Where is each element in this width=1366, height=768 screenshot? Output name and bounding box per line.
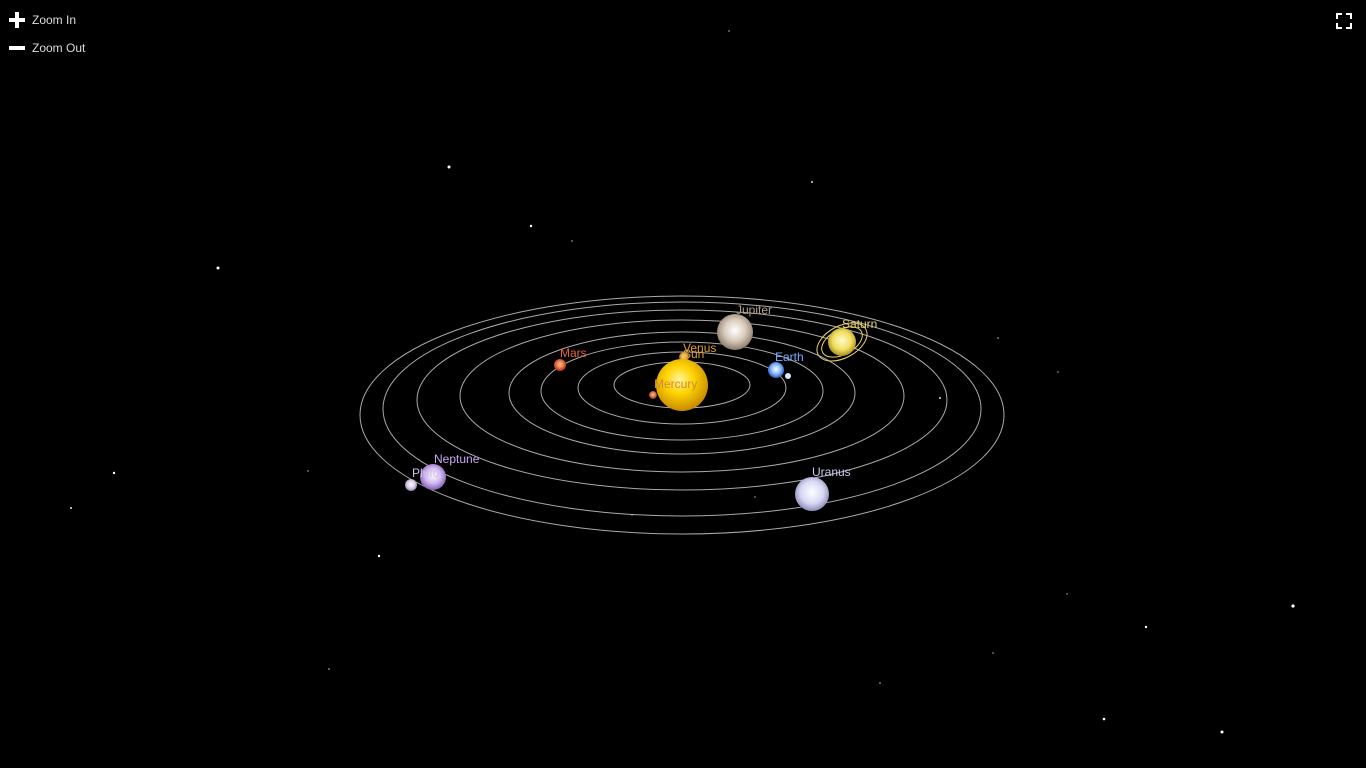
- orbit-earth: [540, 341, 824, 441]
- star: [1102, 717, 1106, 721]
- star: [216, 266, 220, 270]
- planet-sun[interactable]: [656, 359, 708, 411]
- label-mercury: Mercury: [654, 377, 697, 391]
- star: [997, 337, 999, 339]
- label-neptune: Neptune: [434, 452, 480, 466]
- planet-mars[interactable]: [554, 359, 566, 371]
- moon[interactable]: [785, 373, 791, 379]
- zoom-out-label: Zoom Out: [32, 41, 86, 55]
- label-pluto: Pluto: [412, 466, 440, 480]
- star: [1144, 625, 1148, 629]
- star: [939, 397, 941, 399]
- plus-icon: [9, 12, 25, 28]
- star: [529, 224, 533, 228]
- zoom-in-label: Zoom In: [32, 13, 77, 27]
- orbits: [359, 295, 1005, 535]
- star: [328, 668, 330, 670]
- label-mars: Mars: [560, 346, 587, 360]
- star: [447, 165, 451, 169]
- orbit-saturn: [416, 309, 948, 491]
- zoom-in-button[interactable]: Zoom In: [9, 12, 76, 28]
- orbit-venus: [577, 351, 787, 425]
- saturn-ring-outer: [816, 322, 868, 362]
- orbit-jupiter: [459, 319, 905, 473]
- saturn-body: [828, 328, 856, 356]
- fullscreen-button[interactable]: [1336, 13, 1352, 29]
- planet-jupiter[interactable]: [717, 314, 753, 350]
- starfield: [70, 30, 1295, 734]
- planet-saturn[interactable]: [811, 315, 874, 369]
- label-jupiter: Jupiter: [736, 303, 772, 317]
- star: [70, 507, 72, 509]
- orbit-neptune: [359, 295, 1005, 535]
- planet-neptune[interactable]: [420, 464, 446, 490]
- star: [728, 30, 730, 32]
- star: [307, 470, 309, 472]
- orbit-uranus: [382, 301, 982, 517]
- star: [879, 682, 881, 684]
- star: [754, 496, 756, 498]
- star: [112, 471, 116, 475]
- star: [992, 652, 994, 654]
- zoom-out-button[interactable]: Zoom Out: [9, 40, 85, 56]
- label-uranus: Uranus: [812, 465, 851, 479]
- star: [1220, 730, 1224, 734]
- fullscreen-icon: [1336, 13, 1352, 29]
- planet-mercury[interactable]: [649, 391, 657, 399]
- star: [811, 181, 813, 183]
- orbit-mars: [508, 331, 856, 455]
- minus-icon: [9, 40, 25, 56]
- star: [571, 240, 573, 242]
- star: [1066, 593, 1068, 595]
- planet-pluto[interactable]: [405, 479, 417, 491]
- label-sun: Sun: [683, 347, 704, 361]
- planet-earth[interactable]: [768, 362, 784, 378]
- star: [1057, 371, 1059, 373]
- star: [377, 554, 381, 558]
- label-saturn: Saturn: [842, 317, 877, 331]
- label-earth: Earth: [775, 350, 804, 364]
- label-venus: Venus: [683, 341, 716, 355]
- star: [1291, 604, 1295, 608]
- planet-uranus[interactable]: [795, 477, 829, 511]
